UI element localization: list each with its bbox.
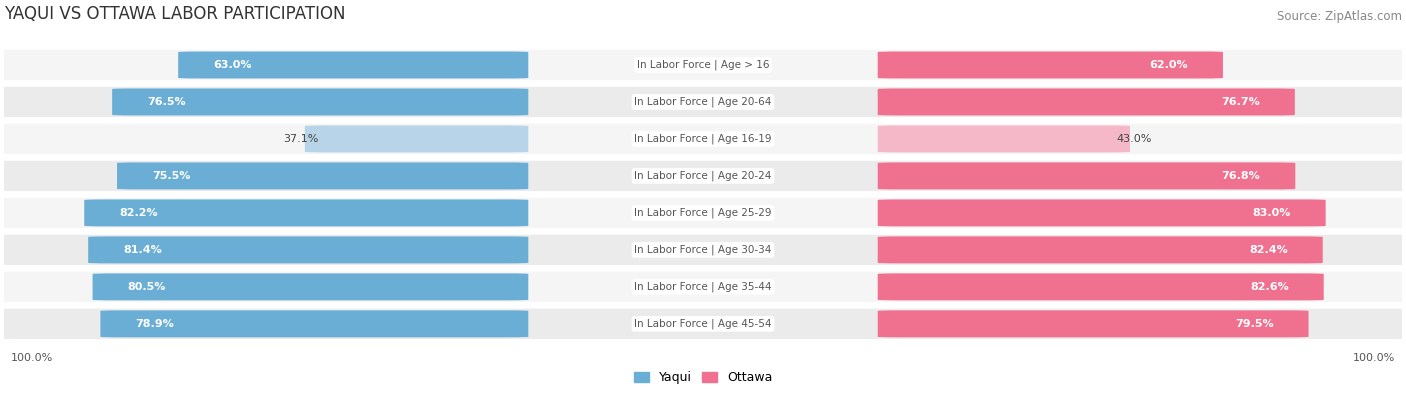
FancyBboxPatch shape	[179, 51, 529, 79]
FancyBboxPatch shape	[0, 87, 1406, 117]
FancyBboxPatch shape	[877, 162, 1295, 190]
Text: 82.4%: 82.4%	[1249, 245, 1288, 255]
FancyBboxPatch shape	[877, 236, 1323, 263]
Text: 79.5%: 79.5%	[1234, 319, 1274, 329]
Text: In Labor Force | Age 20-64: In Labor Force | Age 20-64	[634, 97, 772, 107]
FancyBboxPatch shape	[0, 272, 1406, 302]
Text: 83.0%: 83.0%	[1253, 208, 1291, 218]
FancyBboxPatch shape	[0, 50, 1406, 80]
FancyBboxPatch shape	[877, 51, 1223, 79]
FancyBboxPatch shape	[0, 308, 1406, 339]
Text: 78.9%: 78.9%	[135, 319, 174, 329]
Text: 37.1%: 37.1%	[284, 134, 319, 144]
FancyBboxPatch shape	[877, 88, 1295, 115]
Text: 100.0%: 100.0%	[1353, 353, 1395, 363]
Text: In Labor Force | Age 25-29: In Labor Force | Age 25-29	[634, 208, 772, 218]
Text: Source: ZipAtlas.com: Source: ZipAtlas.com	[1277, 10, 1402, 23]
FancyBboxPatch shape	[877, 273, 1323, 300]
Text: 76.5%: 76.5%	[148, 97, 186, 107]
Legend: Yaqui, Ottawa: Yaqui, Ottawa	[628, 366, 778, 389]
Text: 76.8%: 76.8%	[1222, 171, 1260, 181]
Text: In Labor Force | Age > 16: In Labor Force | Age > 16	[637, 60, 769, 70]
Text: 82.6%: 82.6%	[1250, 282, 1289, 292]
Text: YAQUI VS OTTAWA LABOR PARTICIPATION: YAQUI VS OTTAWA LABOR PARTICIPATION	[4, 5, 346, 23]
FancyBboxPatch shape	[877, 126, 1130, 152]
Text: 76.7%: 76.7%	[1222, 97, 1260, 107]
Text: 43.0%: 43.0%	[1116, 134, 1152, 144]
FancyBboxPatch shape	[0, 198, 1406, 228]
Text: In Labor Force | Age 35-44: In Labor Force | Age 35-44	[634, 282, 772, 292]
FancyBboxPatch shape	[877, 310, 1309, 337]
Text: 62.0%: 62.0%	[1149, 60, 1188, 70]
FancyBboxPatch shape	[0, 235, 1406, 265]
Text: In Labor Force | Age 16-19: In Labor Force | Age 16-19	[634, 134, 772, 144]
Text: In Labor Force | Age 20-24: In Labor Force | Age 20-24	[634, 171, 772, 181]
Text: 82.2%: 82.2%	[120, 208, 157, 218]
FancyBboxPatch shape	[112, 88, 529, 115]
FancyBboxPatch shape	[877, 199, 1326, 226]
FancyBboxPatch shape	[93, 273, 529, 300]
Text: 100.0%: 100.0%	[11, 353, 53, 363]
Text: 80.5%: 80.5%	[128, 282, 166, 292]
Text: 75.5%: 75.5%	[152, 171, 190, 181]
FancyBboxPatch shape	[117, 162, 529, 190]
FancyBboxPatch shape	[84, 199, 529, 226]
FancyBboxPatch shape	[0, 161, 1406, 191]
Text: In Labor Force | Age 45-54: In Labor Force | Age 45-54	[634, 319, 772, 329]
Text: In Labor Force | Age 30-34: In Labor Force | Age 30-34	[634, 245, 772, 255]
FancyBboxPatch shape	[0, 124, 1406, 154]
FancyBboxPatch shape	[89, 236, 529, 263]
FancyBboxPatch shape	[100, 310, 529, 337]
FancyBboxPatch shape	[305, 126, 529, 152]
Text: 63.0%: 63.0%	[214, 60, 252, 70]
Text: 81.4%: 81.4%	[124, 245, 162, 255]
